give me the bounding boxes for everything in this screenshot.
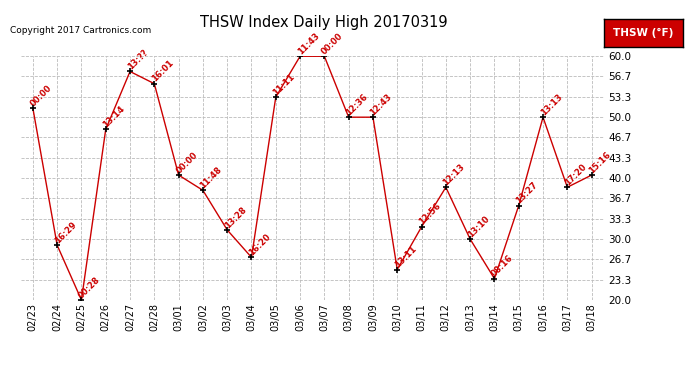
- Text: 13:28: 13:28: [223, 205, 248, 230]
- Text: 08:16: 08:16: [490, 254, 515, 279]
- Text: 00:00: 00:00: [174, 150, 199, 175]
- Text: 13:27: 13:27: [514, 180, 540, 206]
- Text: 13:11: 13:11: [393, 244, 418, 270]
- Text: 12:36: 12:36: [344, 92, 370, 117]
- Text: THSW Index Daily High 20170319: THSW Index Daily High 20170319: [201, 15, 448, 30]
- Text: 13:??: 13:??: [126, 48, 149, 72]
- Text: THSW (°F): THSW (°F): [613, 28, 673, 38]
- Text: 12:43: 12:43: [368, 92, 394, 117]
- Text: 00:00: 00:00: [28, 83, 53, 108]
- Text: 16:01: 16:01: [150, 58, 175, 84]
- Text: 13:10: 13:10: [466, 214, 491, 239]
- Text: 12:13: 12:13: [442, 162, 466, 187]
- Text: 16:29: 16:29: [52, 220, 78, 245]
- Text: 11:48: 11:48: [199, 165, 224, 190]
- Text: 17:20: 17:20: [563, 162, 588, 187]
- Text: 15:16: 15:16: [587, 150, 613, 175]
- Text: 16:20: 16:20: [247, 232, 273, 257]
- Text: 13:13: 13:13: [539, 92, 564, 117]
- Text: 11:11: 11:11: [271, 72, 297, 97]
- Text: 11:43: 11:43: [295, 31, 321, 56]
- Text: 13:14: 13:14: [101, 104, 126, 129]
- Text: 00:28: 00:28: [77, 275, 102, 300]
- Text: 12:56: 12:56: [417, 201, 442, 227]
- Text: Copyright 2017 Cartronics.com: Copyright 2017 Cartronics.com: [10, 26, 152, 35]
- Text: 00:00: 00:00: [320, 31, 345, 56]
